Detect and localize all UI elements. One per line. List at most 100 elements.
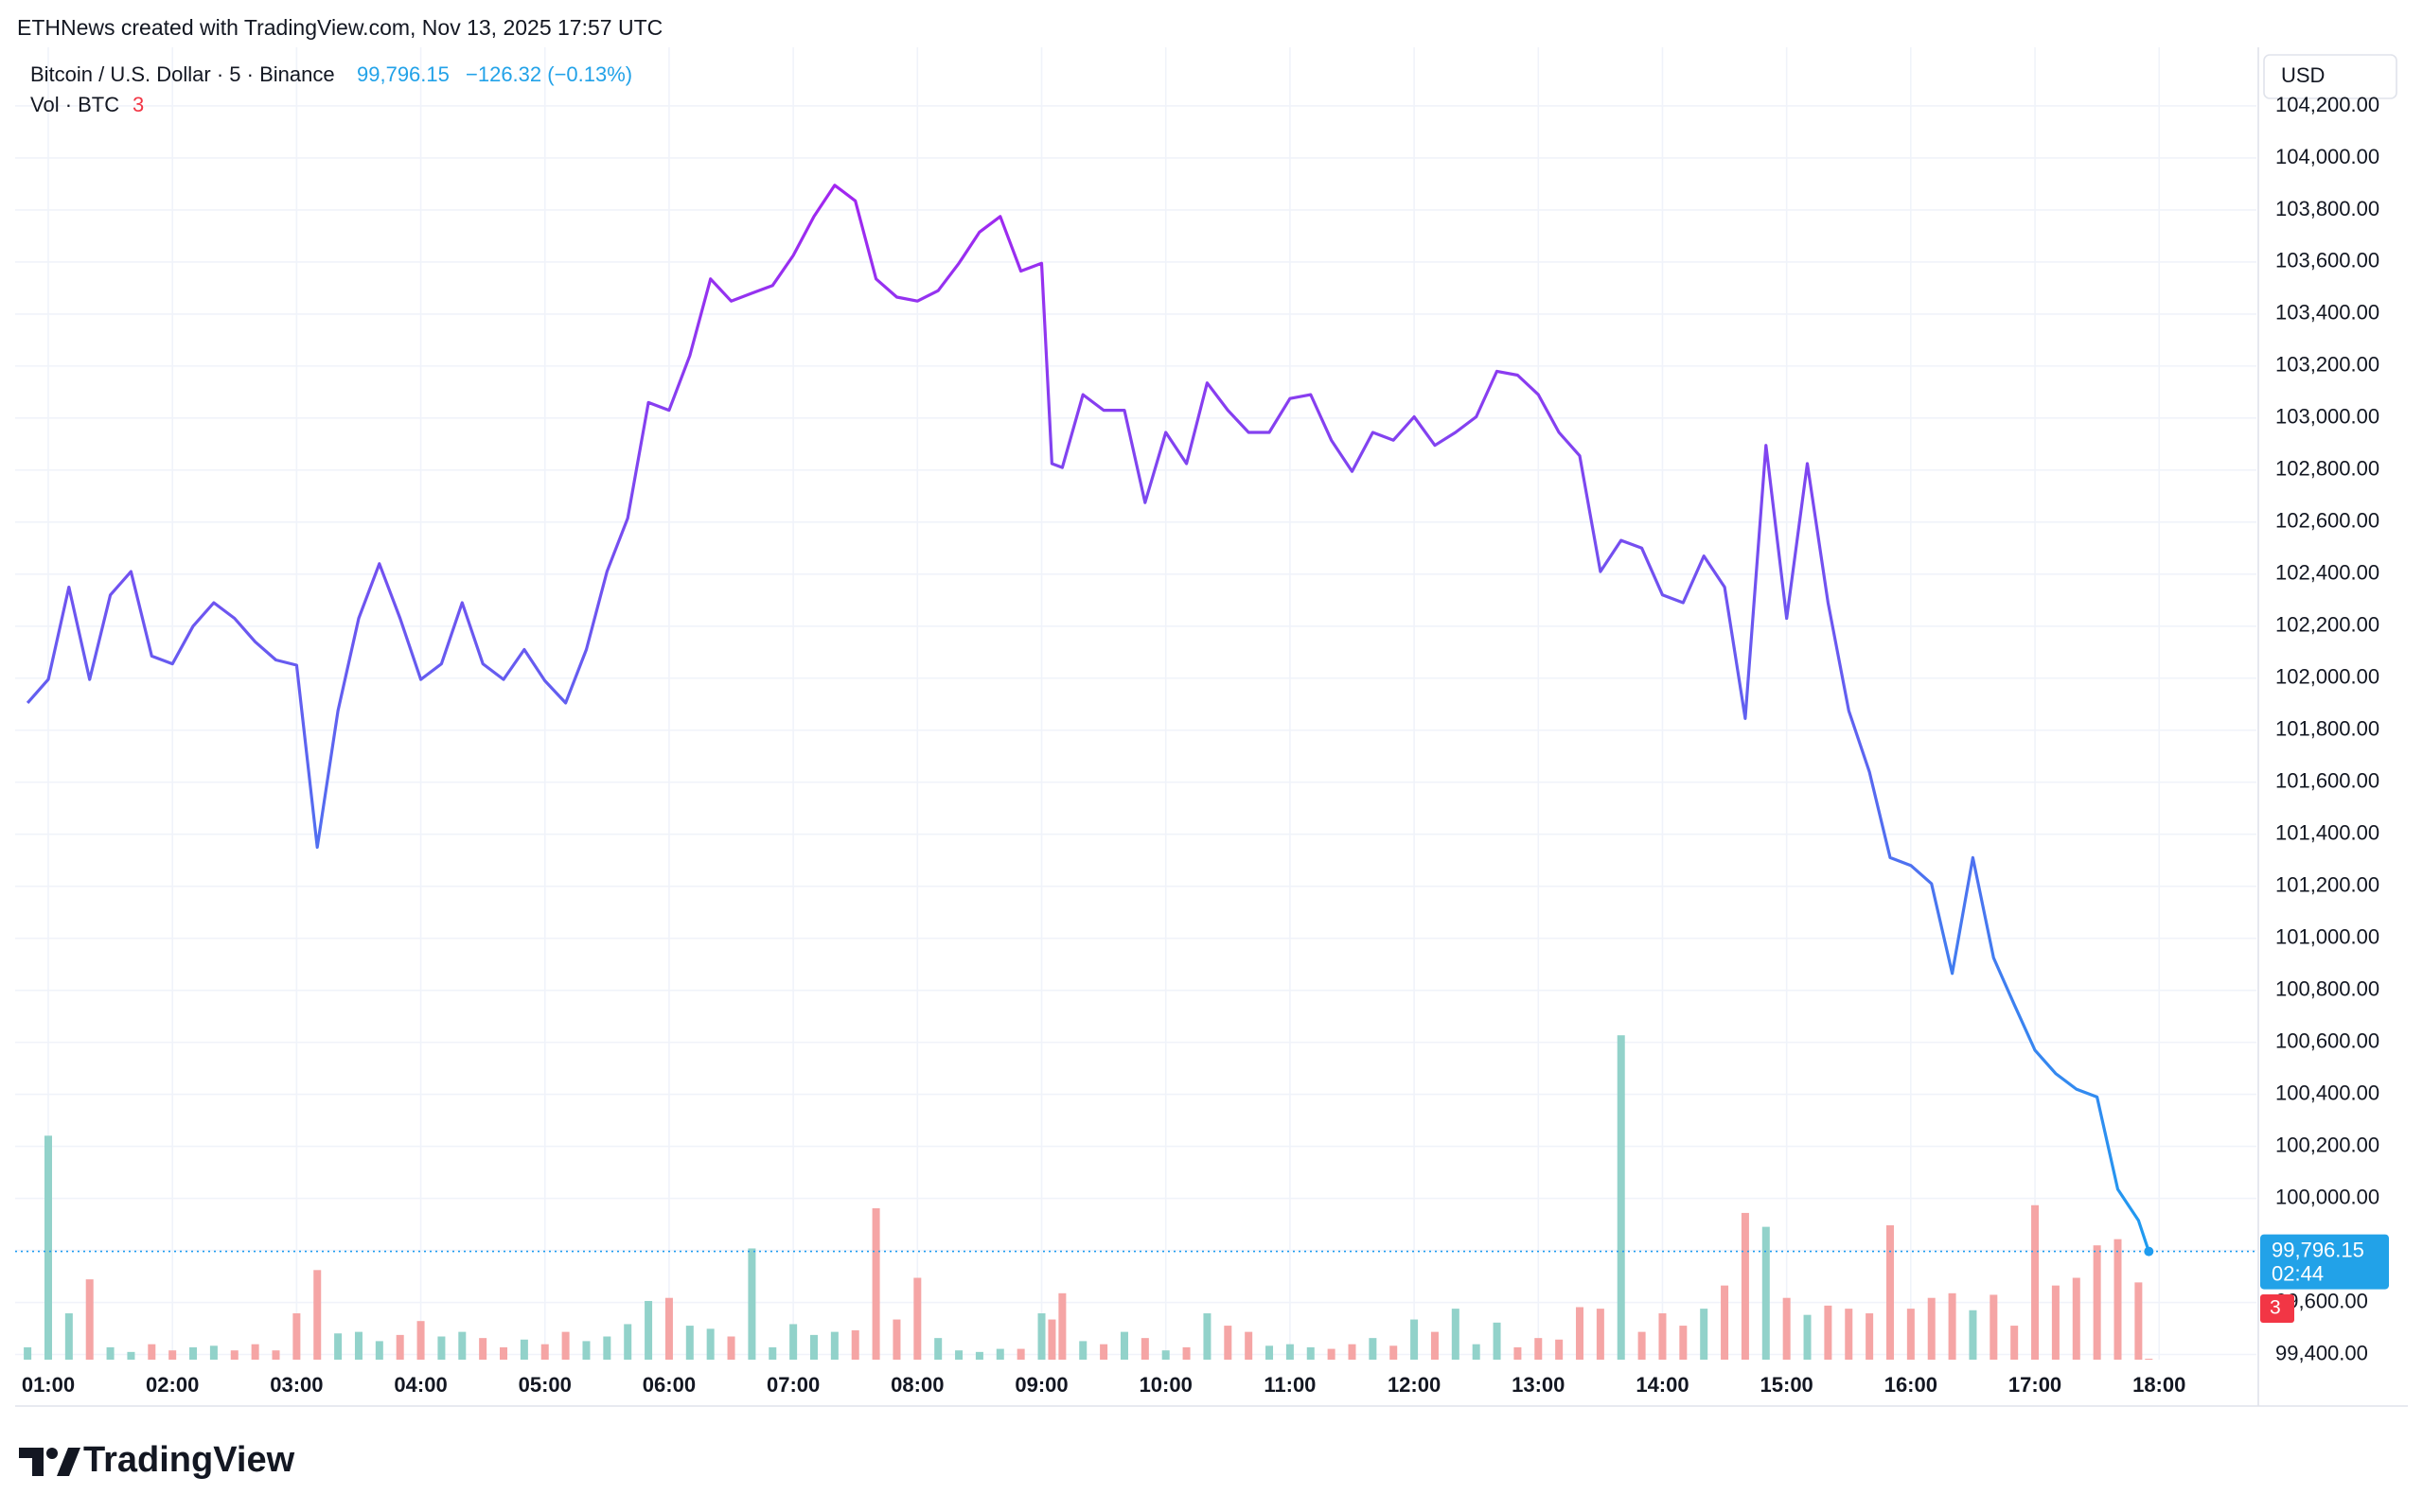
x-tick-label: 05:00 <box>519 1373 572 1397</box>
volume-bar <box>1845 1309 1853 1360</box>
volume-bar <box>1100 1344 1108 1360</box>
volume-bar <box>1721 1285 1729 1360</box>
legend-change: −126.32 (−0.13%) <box>466 62 632 86</box>
volume-bar <box>24 1346 32 1360</box>
volume-bar <box>1534 1338 1543 1360</box>
volume-bar <box>148 1344 156 1360</box>
price-label-box <box>2260 1234 2389 1290</box>
currency[interactable]: USD <box>2281 63 2325 87</box>
volume-bar <box>685 1326 694 1360</box>
volume-bar <box>520 1339 528 1360</box>
volume-bar <box>1451 1309 1459 1360</box>
volume-bar <box>251 1344 259 1360</box>
x-tick-label: 10:00 <box>1140 1373 1193 1397</box>
x-tick-label: 14:00 <box>1636 1373 1689 1397</box>
x-tick-label: 11:00 <box>1264 1373 1316 1397</box>
volume-bar <box>1389 1345 1398 1360</box>
x-tick-label: 12:00 <box>1388 1373 1441 1397</box>
brand: TradingView <box>83 1440 295 1480</box>
x-tick-label: 08:00 <box>891 1373 944 1397</box>
volume-bar <box>292 1313 301 1360</box>
volume-bar <box>1224 1326 1232 1360</box>
y-tick-label: 99,400.00 <box>2275 1341 2368 1364</box>
volume-bar <box>334 1333 343 1360</box>
volume-bar <box>1906 1309 1915 1360</box>
volume-bar <box>1079 1341 1088 1360</box>
volume-bar <box>540 1344 549 1360</box>
attribution: ETHNews created with TradingView.com, No… <box>17 15 663 40</box>
currency-button[interactable] <box>2263 54 2397 99</box>
y-tick-label: 104,200.00 <box>2275 93 2379 116</box>
volume-bar <box>1782 1297 1791 1360</box>
volume-bar <box>2031 1204 2040 1360</box>
volume-bar <box>624 1324 632 1360</box>
volume-bar <box>1637 1331 1646 1360</box>
volume-bar <box>1285 1344 1294 1360</box>
x-tick-label: 16:00 <box>1884 1373 1937 1397</box>
volume-bar <box>1410 1319 1419 1360</box>
volume-bar <box>1927 1297 1936 1360</box>
volume-label: 3 <box>2270 1297 2281 1319</box>
volume-bar <box>913 1277 922 1360</box>
volume-bar <box>603 1336 611 1360</box>
x-tick-label: 17:00 <box>2008 1373 2061 1397</box>
y-tick-label: 101,600.00 <box>2275 769 2379 793</box>
price-line <box>26 184 2150 1253</box>
volume-bar <box>416 1321 425 1360</box>
volume-bar <box>748 1248 756 1360</box>
y-tick-label: 102,600.00 <box>2275 509 2379 533</box>
volume-bar <box>1472 1344 1480 1360</box>
volume-bar <box>1017 1348 1025 1360</box>
volume-bar <box>1948 1292 1956 1360</box>
legend-symbol: Bitcoin / U.S. Dollar · 5 · Binance <box>30 62 335 86</box>
x-tick-label: 04:00 <box>394 1373 447 1397</box>
logo-mark <box>57 1448 80 1476</box>
x-tick-label: 02:00 <box>146 1373 199 1397</box>
x-tick-label: 09:00 <box>1015 1373 1068 1397</box>
volume-bar <box>1513 1346 1522 1360</box>
volume-bar <box>44 1135 52 1360</box>
volume-bar <box>561 1331 570 1360</box>
y-tick-label: 100,000.00 <box>2275 1185 2379 1208</box>
y-tick-label: 102,200.00 <box>2275 613 2379 637</box>
volume-bar <box>1990 1294 1998 1360</box>
logo-mark <box>19 1448 44 1476</box>
x-tick-label: 06:00 <box>643 1373 696 1397</box>
volume-bar <box>1761 1226 1770 1360</box>
volume-bar <box>934 1338 943 1360</box>
volume-bar <box>1803 1314 1812 1360</box>
y-tick-label: 104,000.00 <box>2275 145 2379 168</box>
volume-bar <box>1493 1322 1501 1360</box>
volume-bar <box>1348 1344 1356 1360</box>
volume-bar <box>479 1338 487 1360</box>
volume-bar <box>2051 1285 2060 1360</box>
volume-bar <box>645 1300 653 1360</box>
volume-bar <box>830 1331 839 1360</box>
volume-bar <box>230 1350 239 1360</box>
volume-bar <box>1866 1313 1874 1360</box>
volume-bar <box>1658 1313 1667 1360</box>
volume-bar <box>1576 1307 1584 1360</box>
volume-bar <box>375 1341 383 1360</box>
volume-bar <box>1430 1331 1439 1360</box>
volume-bar <box>1037 1313 1046 1360</box>
volume-bar <box>1885 1224 1894 1360</box>
y-tick-label: 101,400.00 <box>2275 821 2379 845</box>
y-tick-label: 103,800.00 <box>2275 197 2379 220</box>
volume-bar <box>1048 1319 1056 1360</box>
countdown: 02:44 <box>2272 1261 2324 1285</box>
volume-bar <box>1265 1345 1274 1360</box>
logo-dot <box>46 1448 58 1459</box>
volume-bar <box>1182 1346 1191 1360</box>
legend-volume: Vol · BTC <box>30 93 119 116</box>
volume-bar <box>955 1350 964 1360</box>
volume-bar <box>809 1334 818 1360</box>
volume-bar <box>727 1336 735 1360</box>
volume-label-box <box>2260 1294 2294 1323</box>
volume-bar <box>189 1346 198 1360</box>
volume-bar <box>1679 1326 1688 1360</box>
volume-bar <box>2093 1245 2101 1360</box>
volume-bar <box>1824 1305 1832 1360</box>
volume-bar <box>1700 1309 1708 1360</box>
